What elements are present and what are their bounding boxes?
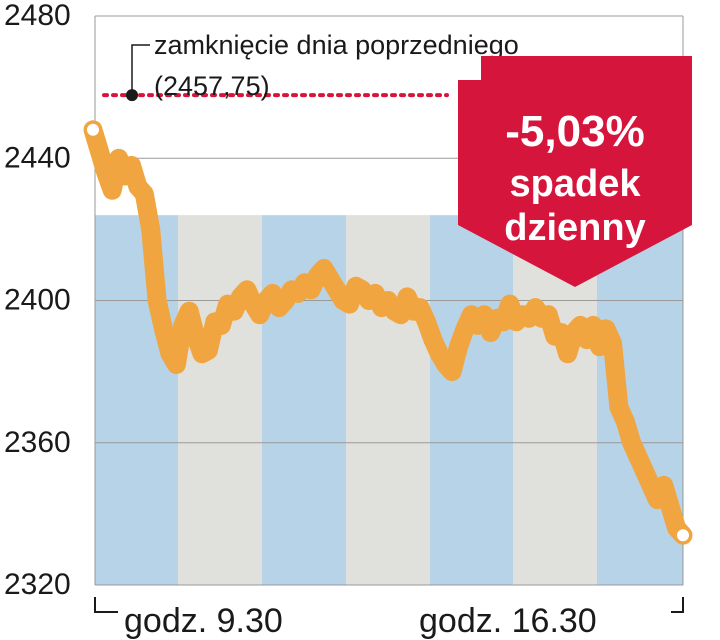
- badge-line-1: spadek: [510, 163, 642, 205]
- background-band: [346, 215, 430, 585]
- background-bands: [95, 215, 683, 585]
- badge-percent: -5,03%: [505, 107, 644, 156]
- previous-close-label: zamknięcie dnia poprzedniego: [154, 30, 519, 60]
- background-band: [178, 215, 262, 585]
- y-tick-label: 2400: [4, 284, 71, 317]
- y-tick-label: 2440: [4, 141, 71, 174]
- y-tick-label: 2360: [4, 426, 71, 459]
- series-line: [83, 120, 693, 545]
- y-axis-ticks: 2320 2360 2400 2440 2480: [4, 0, 71, 601]
- background-band: [95, 215, 178, 585]
- x-axis-ticks: godz. 9.30 godz. 16.30: [124, 602, 597, 640]
- background-band: [430, 215, 513, 585]
- start-point: [85, 121, 101, 138]
- badge-arrow-shape: [458, 56, 692, 287]
- previous-close-annotation: zamknięcie dnia poprzedniego (2457,75): [102, 30, 519, 102]
- badge-line-2: dzienny: [504, 207, 645, 249]
- x-tick-label: godz. 16.30: [419, 602, 597, 640]
- index-line: [83, 120, 693, 545]
- previous-close-value: (2457,75): [154, 71, 270, 101]
- y-tick-label: 2480: [4, 0, 71, 32]
- x-tick-label: godz. 9.30: [124, 602, 283, 640]
- y-tick-label: 2320: [4, 568, 71, 601]
- x-axis-bracket: [94, 597, 684, 613]
- end-point: [675, 527, 691, 544]
- annotation-leader: [131, 44, 150, 96]
